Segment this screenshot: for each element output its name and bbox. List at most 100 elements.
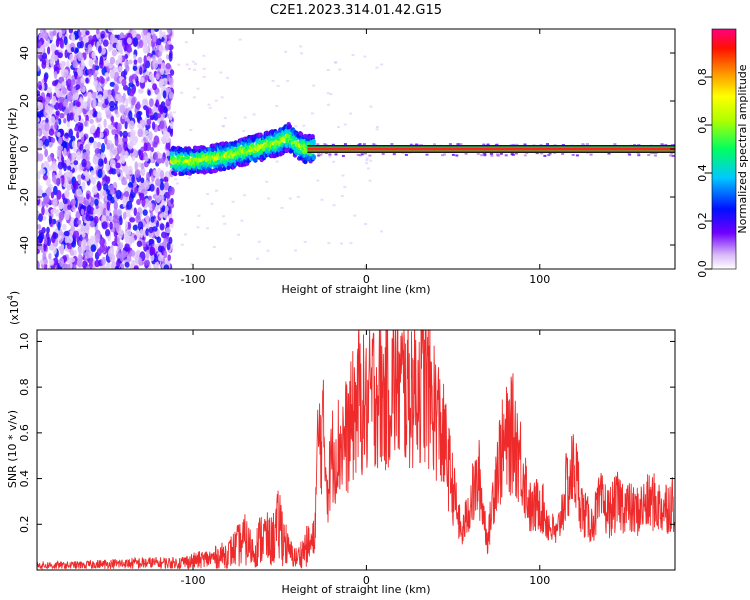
heatmap-cell <box>168 77 174 86</box>
heatmap-cell <box>223 117 227 120</box>
heatmap-cell <box>328 155 332 158</box>
heatmap-cell <box>156 38 162 46</box>
heatmap-cell <box>87 43 93 53</box>
heatmap-cell <box>109 184 115 192</box>
heatmap-cell <box>365 162 369 165</box>
heatmap-cell <box>126 37 132 45</box>
heatmap-cell <box>327 103 330 106</box>
heatmap-cell <box>99 244 106 253</box>
heatmap-cell <box>138 39 144 49</box>
heatmap-cell <box>73 217 80 228</box>
heatmap-cell <box>72 60 79 69</box>
heatmap-cell <box>129 249 136 257</box>
heatmap-cell <box>166 241 171 251</box>
heatmap-cell <box>276 84 280 87</box>
colorbar-tick-label: 0.2 <box>696 212 709 230</box>
heatmap-cell <box>115 167 121 175</box>
heatmap-cell <box>147 201 153 209</box>
heatmap-cell <box>332 160 336 163</box>
heatmap-cell <box>73 160 79 166</box>
heatmap-cell <box>57 145 64 151</box>
heatmap-cell <box>105 176 111 185</box>
heatmap-cell <box>62 140 68 151</box>
heatmap-cell <box>206 227 209 230</box>
heatmap-cell <box>72 263 77 269</box>
heatmap-cell <box>380 63 384 66</box>
heatmap-cell <box>149 183 155 192</box>
heatmap-cell <box>143 142 148 152</box>
heatmap-cell <box>581 143 585 146</box>
heatmap-cell <box>128 82 134 88</box>
heatmap-cell <box>456 143 460 146</box>
heatmap-cell <box>50 43 57 52</box>
heatmap-cell <box>271 79 275 82</box>
heatmap-cell <box>561 152 565 155</box>
y-multiplier: (x104) <box>6 291 21 325</box>
heatmap-cell <box>42 174 48 181</box>
heatmap-cell <box>115 222 120 231</box>
heatmap-cell <box>167 254 171 261</box>
heatmap-cell <box>77 219 82 225</box>
heatmap-cell <box>156 158 163 164</box>
heatmap-cell <box>162 107 168 114</box>
heatmap-cell <box>75 84 81 90</box>
heatmap-cell <box>74 126 80 132</box>
heatmap-cell <box>38 232 45 241</box>
heatmap-cell <box>548 152 552 155</box>
heatmap-cell <box>165 135 170 144</box>
heatmap-cell <box>499 152 503 155</box>
heatmap-cell <box>148 107 152 115</box>
heatmap-cell <box>74 114 79 123</box>
heatmap-cell <box>113 209 118 215</box>
heatmap-cell <box>43 74 48 83</box>
heatmap-cell <box>84 251 91 259</box>
y-tick-label: 0.8 <box>18 378 31 396</box>
heatmap-cell <box>358 143 362 146</box>
heatmap-cell <box>145 215 150 223</box>
heatmap-cell <box>327 242 331 245</box>
heatmap-cell <box>157 63 162 69</box>
heatmap-cell <box>88 238 95 245</box>
heatmap-cell <box>92 64 96 74</box>
heatmap-cell <box>85 77 89 84</box>
heatmap-cell <box>157 104 164 113</box>
heatmap-cell <box>184 233 187 236</box>
heatmap-cell <box>122 114 127 120</box>
heatmap-cell <box>653 154 657 157</box>
heatmap-cell <box>365 157 369 160</box>
heatmap-cell <box>310 134 315 139</box>
top-x-axis-label: Height of straight line (km) <box>281 283 430 296</box>
heatmap-cell <box>109 81 116 87</box>
heatmap-cell <box>256 257 260 260</box>
heatmap-cell <box>215 189 218 192</box>
heatmap-cell <box>122 197 126 208</box>
heatmap-cell <box>61 81 67 87</box>
heatmap-cell <box>326 92 330 95</box>
heatmap-cell <box>152 83 158 91</box>
heatmap-cell <box>57 131 61 138</box>
heatmap-cell <box>121 156 126 164</box>
heatmap-cell <box>71 140 76 149</box>
heatmap-cell <box>93 140 98 150</box>
heatmap-cell <box>358 154 362 157</box>
heatmap-cell <box>180 91 184 94</box>
heatmap-cell <box>37 187 42 197</box>
heatmap-cell <box>585 143 589 146</box>
heatmap-cell <box>82 152 88 162</box>
heatmap-cell <box>97 101 103 107</box>
chart-title: C2E1.2023.314.01.42.G15 <box>270 3 442 18</box>
heatmap-cell <box>214 99 218 102</box>
heatmap-cell <box>115 162 121 169</box>
heatmap-cell <box>101 256 106 266</box>
heatmap-cell <box>63 118 67 124</box>
heatmap-cell <box>109 221 113 230</box>
heatmap-cell <box>64 190 70 198</box>
x-tick-label: -100 <box>181 574 206 587</box>
heatmap-cell <box>37 139 41 148</box>
heatmap-cell <box>77 246 84 255</box>
heatmap-cell <box>52 198 58 208</box>
heatmap-cell <box>143 260 150 266</box>
heatmap-cell <box>37 65 40 72</box>
heatmap-cell <box>129 129 136 137</box>
heatmap-cell <box>120 263 125 269</box>
